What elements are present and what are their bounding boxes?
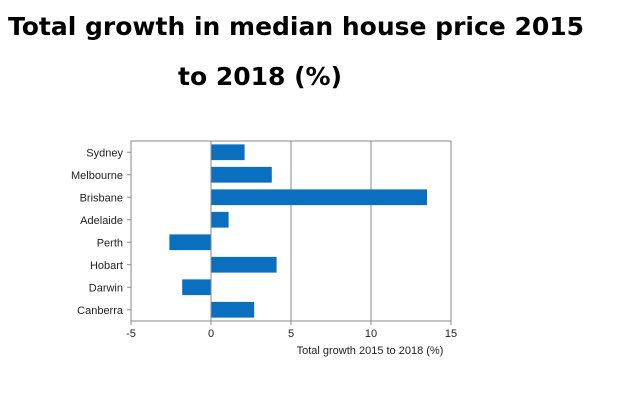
axis-labels: -5 0 5 10 15 Sydney Melbourne Brisbane Adelaide P… (71, 147, 457, 340)
category-label: Brisbane (80, 192, 123, 204)
category-label: Darwin (89, 282, 123, 294)
x-tick-label: -5 (126, 328, 136, 340)
category-label: Hobart (90, 260, 123, 272)
x-tick-label: 15 (445, 328, 457, 340)
bar-adelaide (211, 211, 229, 228)
bar-darwin (182, 279, 211, 296)
gridlines (130, 141, 452, 321)
chart-title-line-1: Total growth in median house price 2015 (8, 12, 585, 41)
x-tick-label: 0 (208, 328, 214, 340)
category-label: Perth (97, 237, 123, 249)
bar-perth (169, 234, 211, 251)
bar-canberra (211, 301, 255, 318)
category-label: Adelaide (80, 215, 123, 227)
bar-brisbane (211, 189, 427, 206)
x-tick-label: 10 (365, 328, 377, 340)
bar-sydney (211, 144, 245, 161)
bar-melbourne (211, 166, 272, 183)
category-label: Canberra (77, 305, 124, 317)
x-axis-title: Total growth 2015 to 2018 (%) (297, 345, 444, 357)
chart-title-line-2: to 2018 (%) (178, 62, 343, 91)
x-tick-label: 5 (288, 328, 294, 340)
axis-ticks (127, 141, 452, 325)
category-label: Melbourne (71, 170, 123, 182)
category-label: Sydney (86, 147, 123, 159)
bars (169, 144, 427, 318)
bar-hobart (211, 256, 277, 273)
